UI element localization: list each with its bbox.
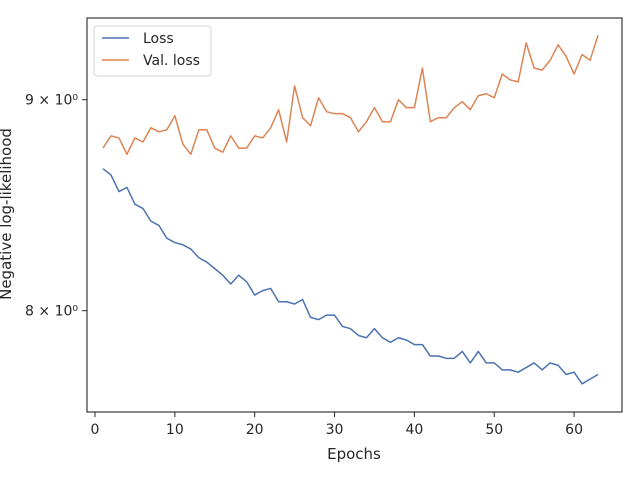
series-line-val-loss [102,34,599,156]
x-tick-label: 30 [326,422,344,438]
x-tick-label: 60 [565,422,583,438]
x-tick-label: 40 [405,422,423,438]
x-tick-label: 20 [246,422,264,438]
y-tick-label: 9 × 10⁰ [25,93,78,109]
axes: 0 10 20 30 40 50 60 8 × 10⁰ 9 × 10⁰ [25,17,623,438]
plot-area [102,34,599,385]
x-axis-label: Epochs [327,445,381,463]
x-tick-label: 0 [91,422,100,438]
legend-label-loss: Loss [143,31,174,47]
x-tick-label: 10 [166,422,184,438]
y-tick-label: 8 × 10⁰ [25,304,78,320]
legend-label-val-loss: Val. loss [143,53,200,69]
legend: Loss Val. loss [93,25,212,77]
axes-frame [86,17,623,413]
y-axis-label: Negative log-likelihood [0,128,15,300]
x-tick-label: 50 [485,422,503,438]
series-line-loss [102,168,599,385]
